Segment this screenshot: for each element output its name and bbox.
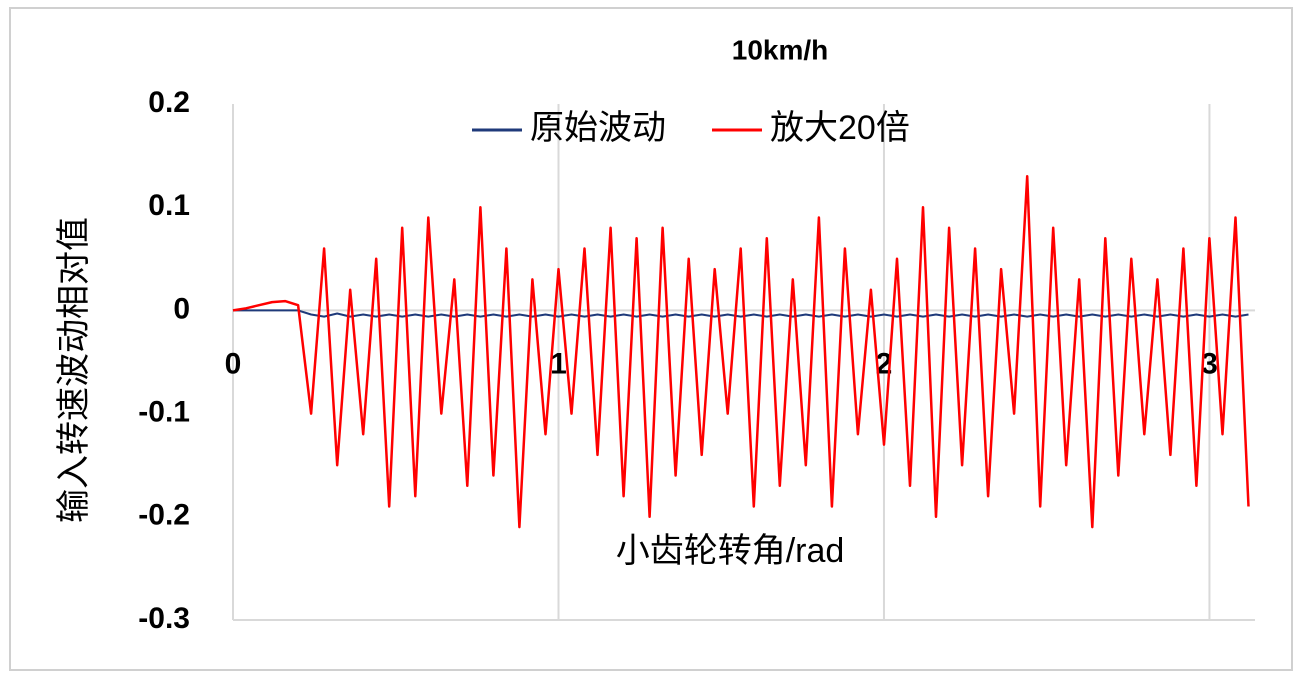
- y-tick-label: -0.3: [138, 602, 190, 635]
- legend-label: 放大20倍: [770, 109, 910, 147]
- series-line: [232, 174, 1250, 529]
- frame: [9, 7, 1293, 671]
- y-tick-label: -0.2: [138, 499, 190, 532]
- y-tick-label: -0.1: [138, 396, 190, 429]
- y-axis-label: 输入转速波动相对值: [55, 217, 93, 523]
- x-tick-label: 1: [550, 347, 567, 380]
- x-axis-label: 小齿轮转角/rad: [616, 532, 845, 570]
- series-line: [233, 309, 1249, 318]
- y-tick-label: 0.1: [148, 189, 190, 222]
- y-tick-label: 0.2: [148, 86, 190, 119]
- legend-label: 原始波动: [530, 109, 666, 147]
- y-tick-label: 0: [173, 292, 190, 325]
- chart-title: 10km/h: [732, 34, 829, 65]
- x-tick-label: 3: [1201, 347, 1218, 380]
- x-tick-label: 0: [225, 347, 242, 380]
